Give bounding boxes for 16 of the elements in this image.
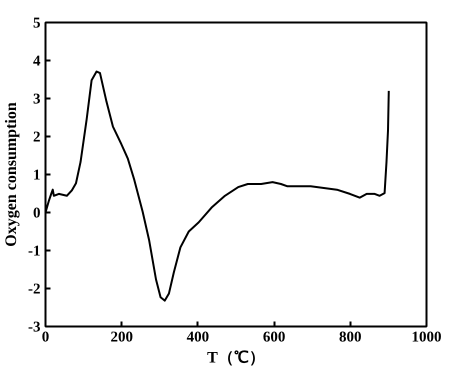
y-tick-label: -3 <box>28 320 41 336</box>
y-tick-label: 3 <box>33 92 40 108</box>
y-tick-label: -2 <box>28 282 41 298</box>
y-tick-label: 1 <box>33 168 40 184</box>
y-tick-label: 5 <box>33 16 40 32</box>
x-tick-label: 400 <box>186 330 210 346</box>
x-tick-label: 800 <box>339 330 362 346</box>
y-tick-label: 0 <box>33 206 40 222</box>
y-tick-label: 2 <box>33 130 40 146</box>
x-axis-title: T（℃） <box>207 350 265 366</box>
x-tick-label: 600 <box>262 330 286 346</box>
x-tick-label: 1000 <box>412 330 442 346</box>
y-tick-label: -1 <box>28 244 41 260</box>
y-axis-title: Oxygen consumption <box>3 102 20 247</box>
x-tick-label: 200 <box>110 330 133 346</box>
y-tick-label: 4 <box>33 54 41 70</box>
